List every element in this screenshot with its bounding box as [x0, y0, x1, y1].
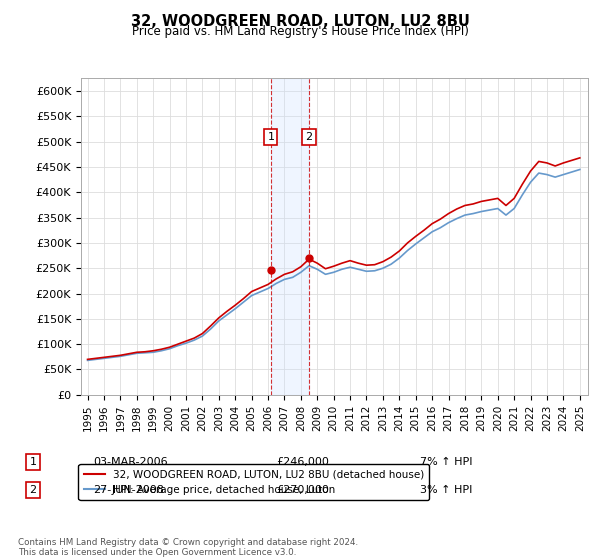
Text: 1: 1: [268, 132, 274, 142]
Text: 03-MAR-2006: 03-MAR-2006: [93, 457, 167, 467]
Bar: [271, 78, 309, 395]
Text: 2: 2: [29, 485, 37, 495]
Text: 2: 2: [305, 132, 313, 142]
Text: 27-JUN-2008: 27-JUN-2008: [93, 485, 164, 495]
Text: 3% ↑ HPI: 3% ↑ HPI: [420, 485, 472, 495]
Text: Price paid vs. HM Land Registry's House Price Index (HPI): Price paid vs. HM Land Registry's House …: [131, 25, 469, 38]
Text: £246,000: £246,000: [276, 457, 329, 467]
Text: 32, WOODGREEN ROAD, LUTON, LU2 8BU: 32, WOODGREEN ROAD, LUTON, LU2 8BU: [131, 14, 469, 29]
Text: 7% ↑ HPI: 7% ↑ HPI: [420, 457, 473, 467]
Text: £270,000: £270,000: [276, 485, 329, 495]
Text: 1: 1: [29, 457, 37, 467]
Text: Contains HM Land Registry data © Crown copyright and database right 2024.
This d: Contains HM Land Registry data © Crown c…: [18, 538, 358, 557]
Legend: 32, WOODGREEN ROAD, LUTON, LU2 8BU (detached house), HPI: Average price, detache: 32, WOODGREEN ROAD, LUTON, LU2 8BU (deta…: [79, 464, 429, 500]
